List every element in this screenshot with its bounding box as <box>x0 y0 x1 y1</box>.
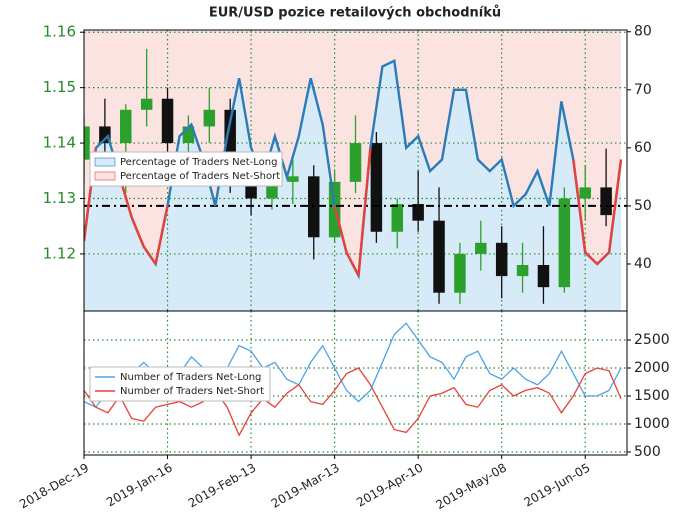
legend-label: Percentage of Traders Net-Short <box>120 171 280 182</box>
net-short-line <box>357 147 372 276</box>
count-line <box>84 367 622 437</box>
x-tick-label: 2019-Jun-05 <box>521 461 592 510</box>
y-tick-label: 2500 <box>634 332 670 348</box>
candle-body <box>495 242 508 277</box>
candle-body <box>140 98 153 110</box>
legend: Percentage of Traders Net-Long Percentage… <box>89 151 283 187</box>
net-long-area <box>84 60 622 311</box>
net-short-line <box>154 205 169 265</box>
candle-body <box>412 204 424 221</box>
legend-label: Percentage of Traders Net-Long <box>120 157 278 168</box>
y2-tick-label: 50 <box>634 198 652 214</box>
x-tick-label: 2019-Apr-10 <box>354 461 425 510</box>
frame <box>83 310 628 456</box>
y2-tick-label: 80 <box>634 24 652 40</box>
y2-tick-label: 40 <box>634 256 652 272</box>
legend-label: Number of Traders Net-Long <box>120 372 261 383</box>
x-tick-label: 2019-Mar-13 <box>269 461 342 511</box>
y2-tick-label: 70 <box>634 82 652 98</box>
candle-body <box>537 264 550 288</box>
candle-body <box>203 109 216 127</box>
y-tick-label: 1.14 <box>43 134 76 152</box>
legend: Number of Traders Net-Long Number of Trad… <box>89 366 271 402</box>
net-short-line <box>596 251 610 265</box>
y-tick-label: 500 <box>634 444 661 460</box>
x-tick-label: 2019-Jan-16 <box>104 461 175 510</box>
candle-body <box>84 126 90 160</box>
net-short-line <box>584 251 599 265</box>
legend-box <box>89 366 271 402</box>
net-short-line <box>333 205 348 253</box>
candle-body <box>182 126 195 144</box>
legend-swatch <box>94 157 116 167</box>
candle-body <box>475 242 487 254</box>
x-tick-label: 2019-May-08 <box>433 461 508 513</box>
candle-body <box>245 176 257 199</box>
candle-body <box>120 109 132 144</box>
y-tick-label: 1.13 <box>43 189 76 207</box>
legend-box <box>89 151 283 187</box>
legend-swatch <box>94 171 116 181</box>
y2-tick-label: 60 <box>634 140 652 156</box>
y-tick-label: 2000 <box>634 360 670 376</box>
candle-body <box>266 181 278 199</box>
net-short-line <box>607 159 623 253</box>
candle-body <box>287 176 299 182</box>
y-tick-label: 1500 <box>634 388 670 404</box>
net-short-line <box>130 217 145 248</box>
net-short-line <box>572 159 587 253</box>
y-tick-label: 1.16 <box>43 23 76 41</box>
net-short-line <box>142 245 157 265</box>
candle-body <box>370 143 383 232</box>
legend-label: Number of Traders Net-Short <box>120 386 264 397</box>
candle-body <box>579 187 591 199</box>
x-tick-label: 2019-Feb-13 <box>186 461 259 511</box>
y-tick-label: 1.12 <box>43 244 76 262</box>
candle-body <box>558 198 571 288</box>
y-tick-label: 1000 <box>634 416 670 432</box>
y-tick-label: 1.15 <box>43 78 76 96</box>
candle-body <box>224 109 236 177</box>
candle-body <box>391 204 404 232</box>
candle-body <box>516 264 529 277</box>
candle-body <box>600 187 612 216</box>
candle-body <box>99 126 111 144</box>
candle-body <box>349 143 362 182</box>
candle-body <box>433 220 445 293</box>
candle-body <box>454 253 466 293</box>
chart-title: EUR/USD pozice retailových obchodníků <box>209 6 501 21</box>
net-short-line <box>345 251 360 277</box>
candle-body <box>161 98 174 144</box>
x-tick-label: 2018-Dec-19 <box>17 461 91 512</box>
